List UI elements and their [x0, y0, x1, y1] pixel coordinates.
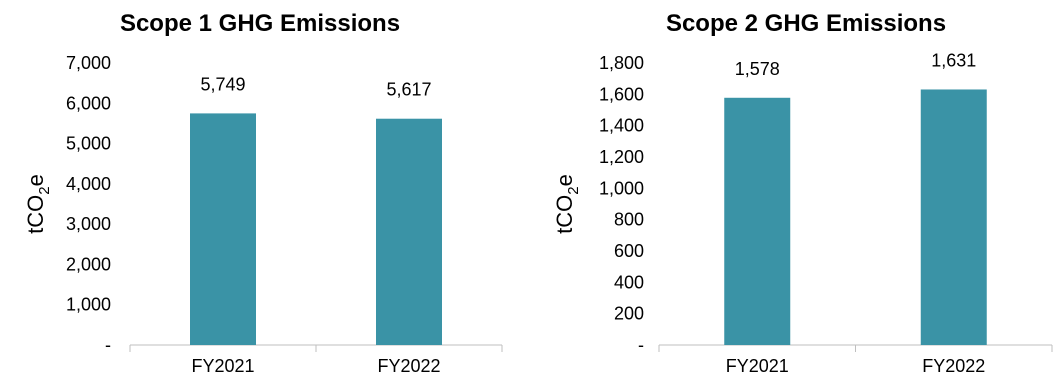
chart-2-y-tick-label: 1,800	[599, 53, 644, 73]
chart-2-y-tick-label: 800	[614, 210, 644, 230]
chart-2-y-axis-label-main: tCO	[552, 195, 577, 234]
chart-2-y-tick-label: 1,200	[599, 147, 644, 167]
chart-2-y-tick-label: 1,000	[599, 178, 644, 198]
chart-1-y-axis-label-subscript: 2	[36, 186, 53, 194]
chart-1-y-tick-label: 4,000	[66, 174, 111, 194]
chart-2-y-tick-label: 1,600	[599, 84, 644, 104]
scope-1-chart: Scope 1 GHG Emissions tCO2e - 1,000 2,000 3,0…	[23, 10, 503, 376]
chart-2-y-tick-label: 600	[614, 241, 644, 261]
chart-2-category-label: FY2022	[922, 356, 985, 376]
chart-2-category-label: FY2021	[726, 356, 789, 376]
chart-2-y-axis-label: tCO2e	[552, 174, 582, 234]
scope-2-chart: Scope 2 GHG Emissions tCO2e - 200 400 600 800 1…	[552, 10, 1053, 376]
chart-2-y-tick-label: 400	[614, 272, 644, 292]
chart-2-y-axis-label-suffix: e	[552, 174, 577, 186]
chart-1-y-tick-label: 7,000	[66, 53, 111, 73]
chart-1-title: Scope 1 GHG Emissions	[120, 10, 400, 37]
chart-2-y-axis-label-subscript: 2	[565, 186, 582, 194]
chart-1-bar-fy2022	[376, 118, 442, 345]
chart-1-data-label: 5,749	[200, 74, 245, 94]
chart-2-y-tick-label: 1,400	[599, 116, 644, 136]
chart-1-y-tick-label: 2,000	[66, 254, 111, 274]
chart-2-bar-fy2021	[724, 97, 791, 345]
chart-2-bar-fy2022	[920, 89, 987, 345]
chart-1-y-axis-label: tCO2e	[23, 174, 53, 234]
chart-2-title: Scope 2 GHG Emissions	[666, 10, 946, 37]
chart-2-y-tick-label: -	[638, 335, 644, 355]
chart-1-y-tick-label: 6,000	[66, 93, 111, 113]
chart-1-category-label: FY2022	[377, 356, 440, 376]
chart-1-y-axis-label-suffix: e	[23, 174, 48, 186]
chart-1-y-tick-label: 1,000	[66, 295, 111, 315]
chart-1-y-axis-label-main: tCO	[23, 195, 48, 234]
chart-2-y-tick-label: 200	[614, 304, 644, 324]
chart-1-data-label: 5,617	[386, 80, 431, 100]
chart-2-data-label: 1,631	[931, 50, 976, 70]
chart-1-bar-fy2021	[190, 113, 256, 345]
chart-1-category-label: FY2021	[191, 356, 254, 376]
chart-2-data-label: 1,578	[735, 59, 780, 79]
chart-1-y-tick-label: 3,000	[66, 214, 111, 234]
chart-1-y-tick-label: -	[105, 335, 111, 355]
chart-1-y-tick-label: 5,000	[66, 134, 111, 154]
